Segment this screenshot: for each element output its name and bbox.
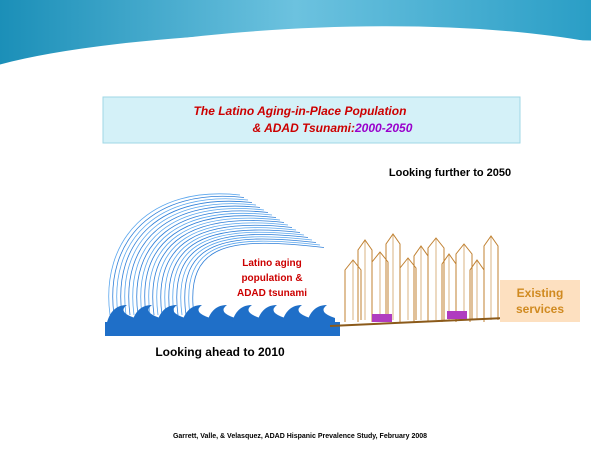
services-label: Existing [517, 286, 564, 300]
tsunami-waves [105, 305, 340, 336]
citation: Garrett, Valle, & Velasquez, ADAD Hispan… [173, 433, 427, 440]
present-label: Looking ahead to 2010 [155, 345, 285, 359]
slide: The Latino Aging-in-Place Population & A… [0, 0, 591, 444]
title-line: & ADAD Tsunami: [253, 121, 355, 135]
title-line: The Latino Aging-in-Place Population [194, 104, 407, 118]
arc [165, 228, 296, 315]
wave-base [105, 322, 340, 336]
title-years: 2000-2050 [354, 121, 413, 135]
car [372, 314, 392, 322]
wave-label: ADAD tsunami [237, 288, 307, 299]
future-label: Looking further to 2050 [389, 167, 511, 179]
buildings [345, 234, 498, 322]
wave-label: population & [241, 273, 302, 284]
wave-label: Latino aging [242, 258, 301, 269]
arc [161, 225, 292, 315]
ground-line [330, 318, 505, 326]
services-label: services [516, 302, 564, 316]
car [447, 311, 467, 319]
